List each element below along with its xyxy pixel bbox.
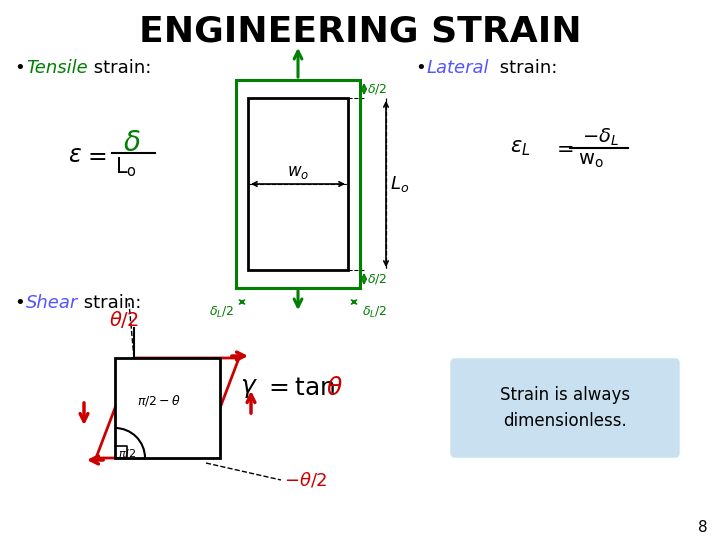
Text: $\mathsf{L_o}$: $\mathsf{L_o}$ — [115, 155, 137, 179]
Text: $-\theta/2$: $-\theta/2$ — [284, 470, 328, 489]
Text: •: • — [14, 59, 24, 77]
Text: $L_o$: $L_o$ — [390, 174, 409, 194]
Text: $\theta/2$: $\theta/2$ — [109, 309, 139, 330]
Text: $\varepsilon_L$: $\varepsilon_L$ — [510, 138, 531, 158]
Text: $-\delta_L$: $-\delta_L$ — [582, 126, 619, 147]
Text: $=$: $=$ — [83, 143, 107, 167]
Text: $\gamma$: $\gamma$ — [240, 376, 258, 400]
Text: strain:: strain: — [88, 59, 151, 77]
Text: $\delta/2$: $\delta/2$ — [367, 82, 387, 96]
Polygon shape — [115, 358, 220, 458]
Text: $\pi/2$: $\pi/2$ — [118, 447, 136, 460]
Text: Tensile: Tensile — [26, 59, 88, 77]
Text: $\delta_L/2$: $\delta_L/2$ — [209, 305, 234, 320]
Polygon shape — [248, 98, 348, 270]
Text: $= \tan$: $= \tan$ — [264, 376, 336, 400]
Text: Strain is always
dimensionless.: Strain is always dimensionless. — [500, 386, 630, 430]
Text: strain:: strain: — [78, 294, 141, 312]
Text: Shear: Shear — [26, 294, 78, 312]
Text: $\delta_L/2$: $\delta_L/2$ — [362, 305, 387, 320]
Text: Lateral: Lateral — [427, 59, 490, 77]
FancyBboxPatch shape — [451, 359, 679, 457]
Text: $\mathsf{w_o}$: $\mathsf{w_o}$ — [578, 152, 604, 171]
Text: 8: 8 — [698, 521, 708, 536]
Text: $w_o$: $w_o$ — [287, 163, 309, 181]
Text: •: • — [14, 294, 24, 312]
Text: $\theta$: $\theta$ — [326, 376, 343, 400]
Text: $\pi/2 - \theta$: $\pi/2 - \theta$ — [137, 393, 181, 408]
Text: $\delta$: $\delta$ — [123, 129, 141, 157]
Text: ENGINEERING STRAIN: ENGINEERING STRAIN — [139, 15, 581, 49]
Text: strain:: strain: — [494, 59, 557, 77]
Text: $=$: $=$ — [552, 138, 573, 158]
Text: $\delta/2$: $\delta/2$ — [367, 272, 387, 286]
Text: •: • — [415, 59, 426, 77]
Text: $\varepsilon$: $\varepsilon$ — [68, 143, 82, 167]
